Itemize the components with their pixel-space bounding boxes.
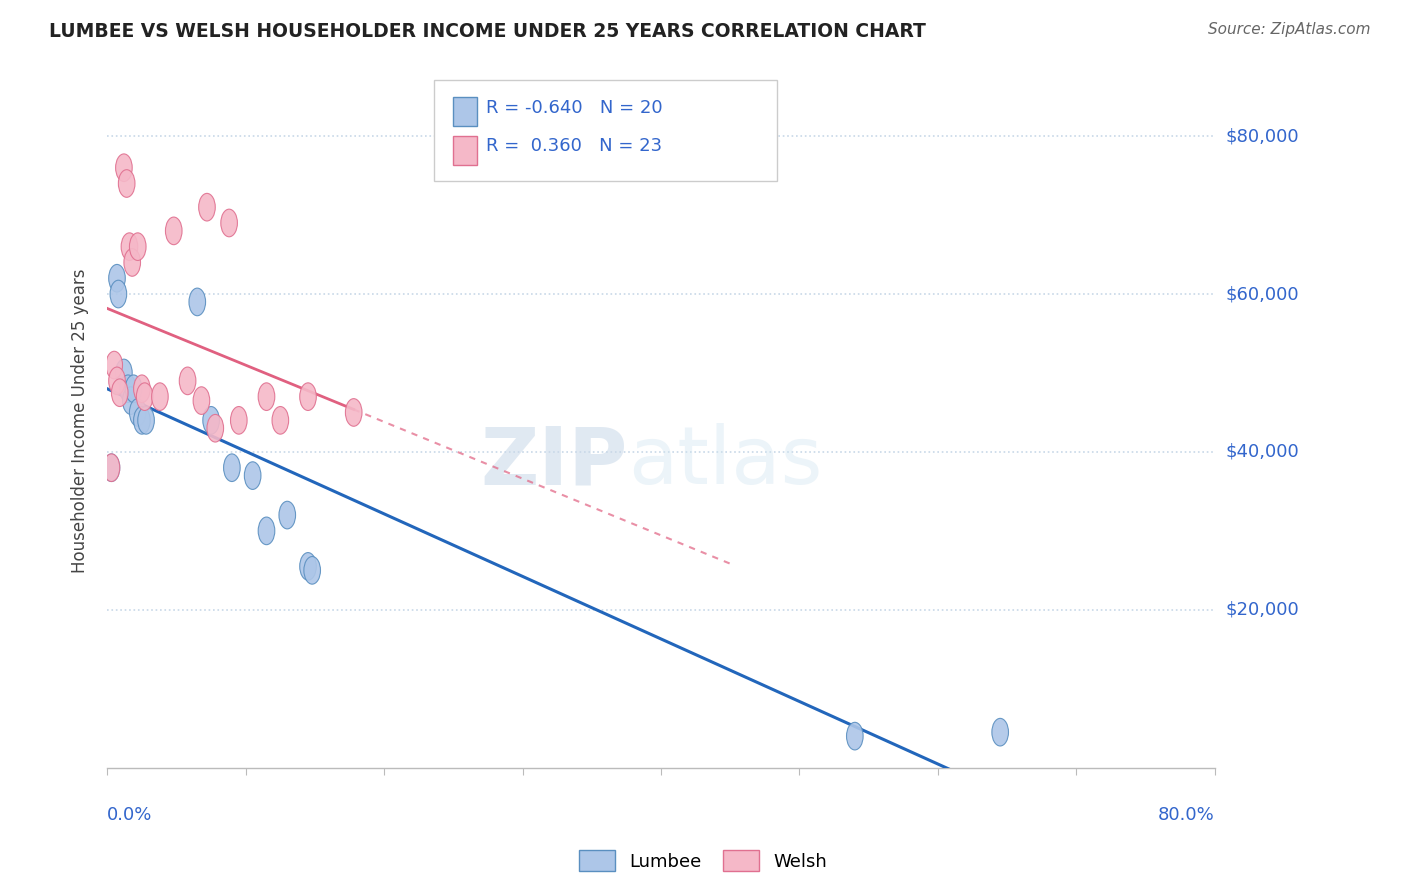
Ellipse shape — [193, 387, 209, 415]
FancyBboxPatch shape — [453, 136, 477, 165]
Ellipse shape — [115, 359, 132, 387]
Text: 0.0%: 0.0% — [107, 805, 153, 824]
Ellipse shape — [299, 383, 316, 410]
Text: LUMBEE VS WELSH HOUSEHOLDER INCOME UNDER 25 YEARS CORRELATION CHART: LUMBEE VS WELSH HOUSEHOLDER INCOME UNDER… — [49, 22, 927, 41]
FancyBboxPatch shape — [453, 96, 477, 126]
Ellipse shape — [278, 501, 295, 529]
Ellipse shape — [134, 407, 150, 434]
Ellipse shape — [304, 557, 321, 584]
Ellipse shape — [120, 375, 136, 402]
Ellipse shape — [207, 415, 224, 442]
Ellipse shape — [103, 454, 120, 482]
Text: atlas: atlas — [628, 423, 823, 501]
Text: ZIP: ZIP — [481, 423, 628, 501]
Ellipse shape — [129, 233, 146, 260]
Ellipse shape — [198, 194, 215, 221]
Text: Source: ZipAtlas.com: Source: ZipAtlas.com — [1208, 22, 1371, 37]
Text: 80.0%: 80.0% — [1159, 805, 1215, 824]
Text: R =  0.360   N = 23: R = 0.360 N = 23 — [486, 136, 662, 155]
Ellipse shape — [152, 383, 169, 410]
Ellipse shape — [122, 387, 139, 415]
Ellipse shape — [115, 154, 132, 182]
Ellipse shape — [259, 383, 274, 410]
Ellipse shape — [124, 249, 141, 277]
Ellipse shape — [231, 407, 247, 434]
Ellipse shape — [259, 517, 274, 545]
Ellipse shape — [224, 454, 240, 482]
Text: $80,000: $80,000 — [1226, 128, 1299, 145]
Text: $40,000: $40,000 — [1226, 443, 1299, 461]
Ellipse shape — [346, 399, 361, 426]
Ellipse shape — [118, 169, 135, 197]
Ellipse shape — [202, 407, 219, 434]
Ellipse shape — [188, 288, 205, 316]
Ellipse shape — [180, 367, 195, 394]
Ellipse shape — [129, 399, 146, 426]
Text: R = -0.640   N = 20: R = -0.640 N = 20 — [486, 99, 662, 117]
Ellipse shape — [125, 375, 142, 402]
Ellipse shape — [138, 407, 155, 434]
Ellipse shape — [121, 233, 138, 260]
Text: $20,000: $20,000 — [1226, 601, 1299, 619]
Ellipse shape — [166, 217, 181, 244]
Ellipse shape — [108, 264, 125, 292]
Text: $60,000: $60,000 — [1226, 285, 1299, 303]
Ellipse shape — [111, 379, 128, 407]
Y-axis label: Householder Income Under 25 years: Householder Income Under 25 years — [72, 268, 89, 573]
Ellipse shape — [108, 367, 125, 394]
Ellipse shape — [299, 552, 316, 580]
Ellipse shape — [271, 407, 288, 434]
Ellipse shape — [134, 375, 150, 402]
Ellipse shape — [136, 383, 153, 410]
Ellipse shape — [991, 718, 1008, 746]
Ellipse shape — [110, 280, 127, 308]
FancyBboxPatch shape — [434, 80, 778, 181]
Ellipse shape — [245, 462, 262, 490]
Ellipse shape — [221, 209, 238, 236]
Ellipse shape — [103, 454, 120, 482]
Legend: Lumbee, Welsh: Lumbee, Welsh — [571, 843, 835, 879]
Ellipse shape — [105, 351, 122, 379]
Ellipse shape — [846, 723, 863, 750]
